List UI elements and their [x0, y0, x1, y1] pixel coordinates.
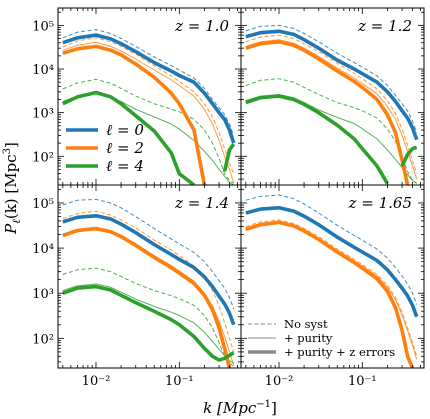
- series-l0-dashed: [245, 194, 418, 305]
- tick-marks: [58, 185, 241, 368]
- series-l4-dashed: [62, 78, 234, 184]
- ylabel-sup: 3: [2, 148, 13, 154]
- series-group: [245, 194, 419, 368]
- xlabel-sup: −1: [256, 399, 271, 410]
- legend-multipoles: ℓ = 0ℓ = 2ℓ = 4: [66, 121, 144, 175]
- panel-2: z = 1.2: [240, 7, 425, 186]
- series-l4-thick: [245, 94, 418, 185]
- series-l2-thick: [62, 226, 232, 368]
- x-tick-label: 10⁻¹: [348, 374, 377, 389]
- series-l2-thin: [62, 226, 235, 366]
- series-l0-thick: [62, 214, 236, 326]
- redshift-label: z = 1.65: [348, 194, 412, 212]
- series-group: [245, 24, 419, 185]
- redshift-label: z = 1.0: [174, 17, 229, 35]
- series-l2-thin: [62, 41, 235, 183]
- xlabel-close: ]: [271, 399, 277, 417]
- tick-marks: [58, 8, 241, 185]
- series-l0-thick: [245, 29, 419, 141]
- panel-4: 10⁻² 10⁻¹ z = 1.65: [240, 184, 425, 389]
- series-l0-dashed: [245, 24, 418, 133]
- series-l2-thick: [245, 40, 410, 185]
- ylabel-rest: (k) [Mpc: [2, 154, 20, 219]
- series-l2-dashed: [245, 34, 418, 174]
- series-l0-dashed: [62, 29, 235, 136]
- legend-styles: No syst+ purity+ purity + z errors: [248, 317, 395, 359]
- legend-label: ℓ = 2: [106, 139, 144, 157]
- series-l0-dashed: [62, 198, 235, 310]
- series-l4-thick: [62, 90, 236, 185]
- series-l2-dashed: [62, 37, 235, 174]
- series-l0-thick: [245, 206, 419, 318]
- legend-label: ℓ = 4: [106, 157, 144, 175]
- legend-style-label: + purity: [284, 331, 333, 345]
- series-l4-thick: [62, 284, 235, 362]
- svg-text:k [Mpc−1]: k [Mpc−1]: [203, 399, 277, 417]
- y-tick-label: 10⁵: [32, 197, 54, 212]
- series-group: [62, 198, 236, 368]
- y-tick-label: 10²: [32, 150, 54, 165]
- y-axis-label: Pℓ(k) [Mpc3]: [2, 142, 23, 235]
- xlabel-main: k [Mpc: [203, 399, 257, 417]
- y-tick-label: 10²: [32, 332, 54, 347]
- y-tick-label: 10³: [32, 107, 54, 122]
- series-l2-thick: [62, 44, 207, 185]
- series-l2-thick: [245, 220, 415, 368]
- y-tick-label: 10⁴: [32, 242, 54, 257]
- ylabel-main: P: [2, 223, 20, 235]
- series-l0-thick: [62, 33, 236, 144]
- series-l4-thin: [62, 92, 234, 185]
- redshift-label: z = 1.2: [357, 17, 412, 35]
- series-l4-dashed: [62, 267, 234, 367]
- axes-frame: [57, 184, 242, 369]
- legend-style-label: No syst: [284, 317, 328, 331]
- legend-style-label: + purity + z errors: [284, 345, 395, 359]
- panel-1: 10² 10³ 10⁴ 10⁵ z = 1.0: [32, 7, 242, 186]
- y-tick-label: 10⁵: [32, 19, 54, 34]
- tick-marks: [241, 8, 424, 185]
- axes-frame: [240, 184, 425, 369]
- series-l2-dashed: [62, 210, 235, 353]
- series-group: [62, 29, 236, 185]
- y-tick-label: 10⁴: [32, 63, 54, 78]
- x-tick-label: 10⁻²: [265, 374, 294, 389]
- tick-marks: [241, 185, 424, 368]
- series-l2-dashed: [245, 219, 418, 357]
- svg-text:Pℓ(k) [Mpc3]: Pℓ(k) [Mpc3]: [2, 142, 23, 235]
- y-tick-label: 10³: [32, 287, 54, 302]
- x-tick-label: 10⁻²: [82, 374, 111, 389]
- redshift-label: z = 1.4: [174, 194, 229, 212]
- series-l2-thin: [245, 39, 418, 180]
- panel-3: 10² 10³ 10⁴ 10⁵ 10⁻² 10⁻¹ z = 1.4: [32, 184, 242, 389]
- x-tick-label: 10⁻¹: [165, 374, 194, 389]
- ylabel-close: ]: [2, 142, 20, 148]
- series-l4-thin: [245, 94, 417, 184]
- ylabel-sub: ℓ: [10, 219, 23, 224]
- legend-label: ℓ = 0: [106, 121, 144, 139]
- series-l4-dashed: [245, 78, 417, 184]
- x-axis-label: k [Mpc−1]: [203, 399, 277, 417]
- series-l4-thin: [62, 283, 234, 364]
